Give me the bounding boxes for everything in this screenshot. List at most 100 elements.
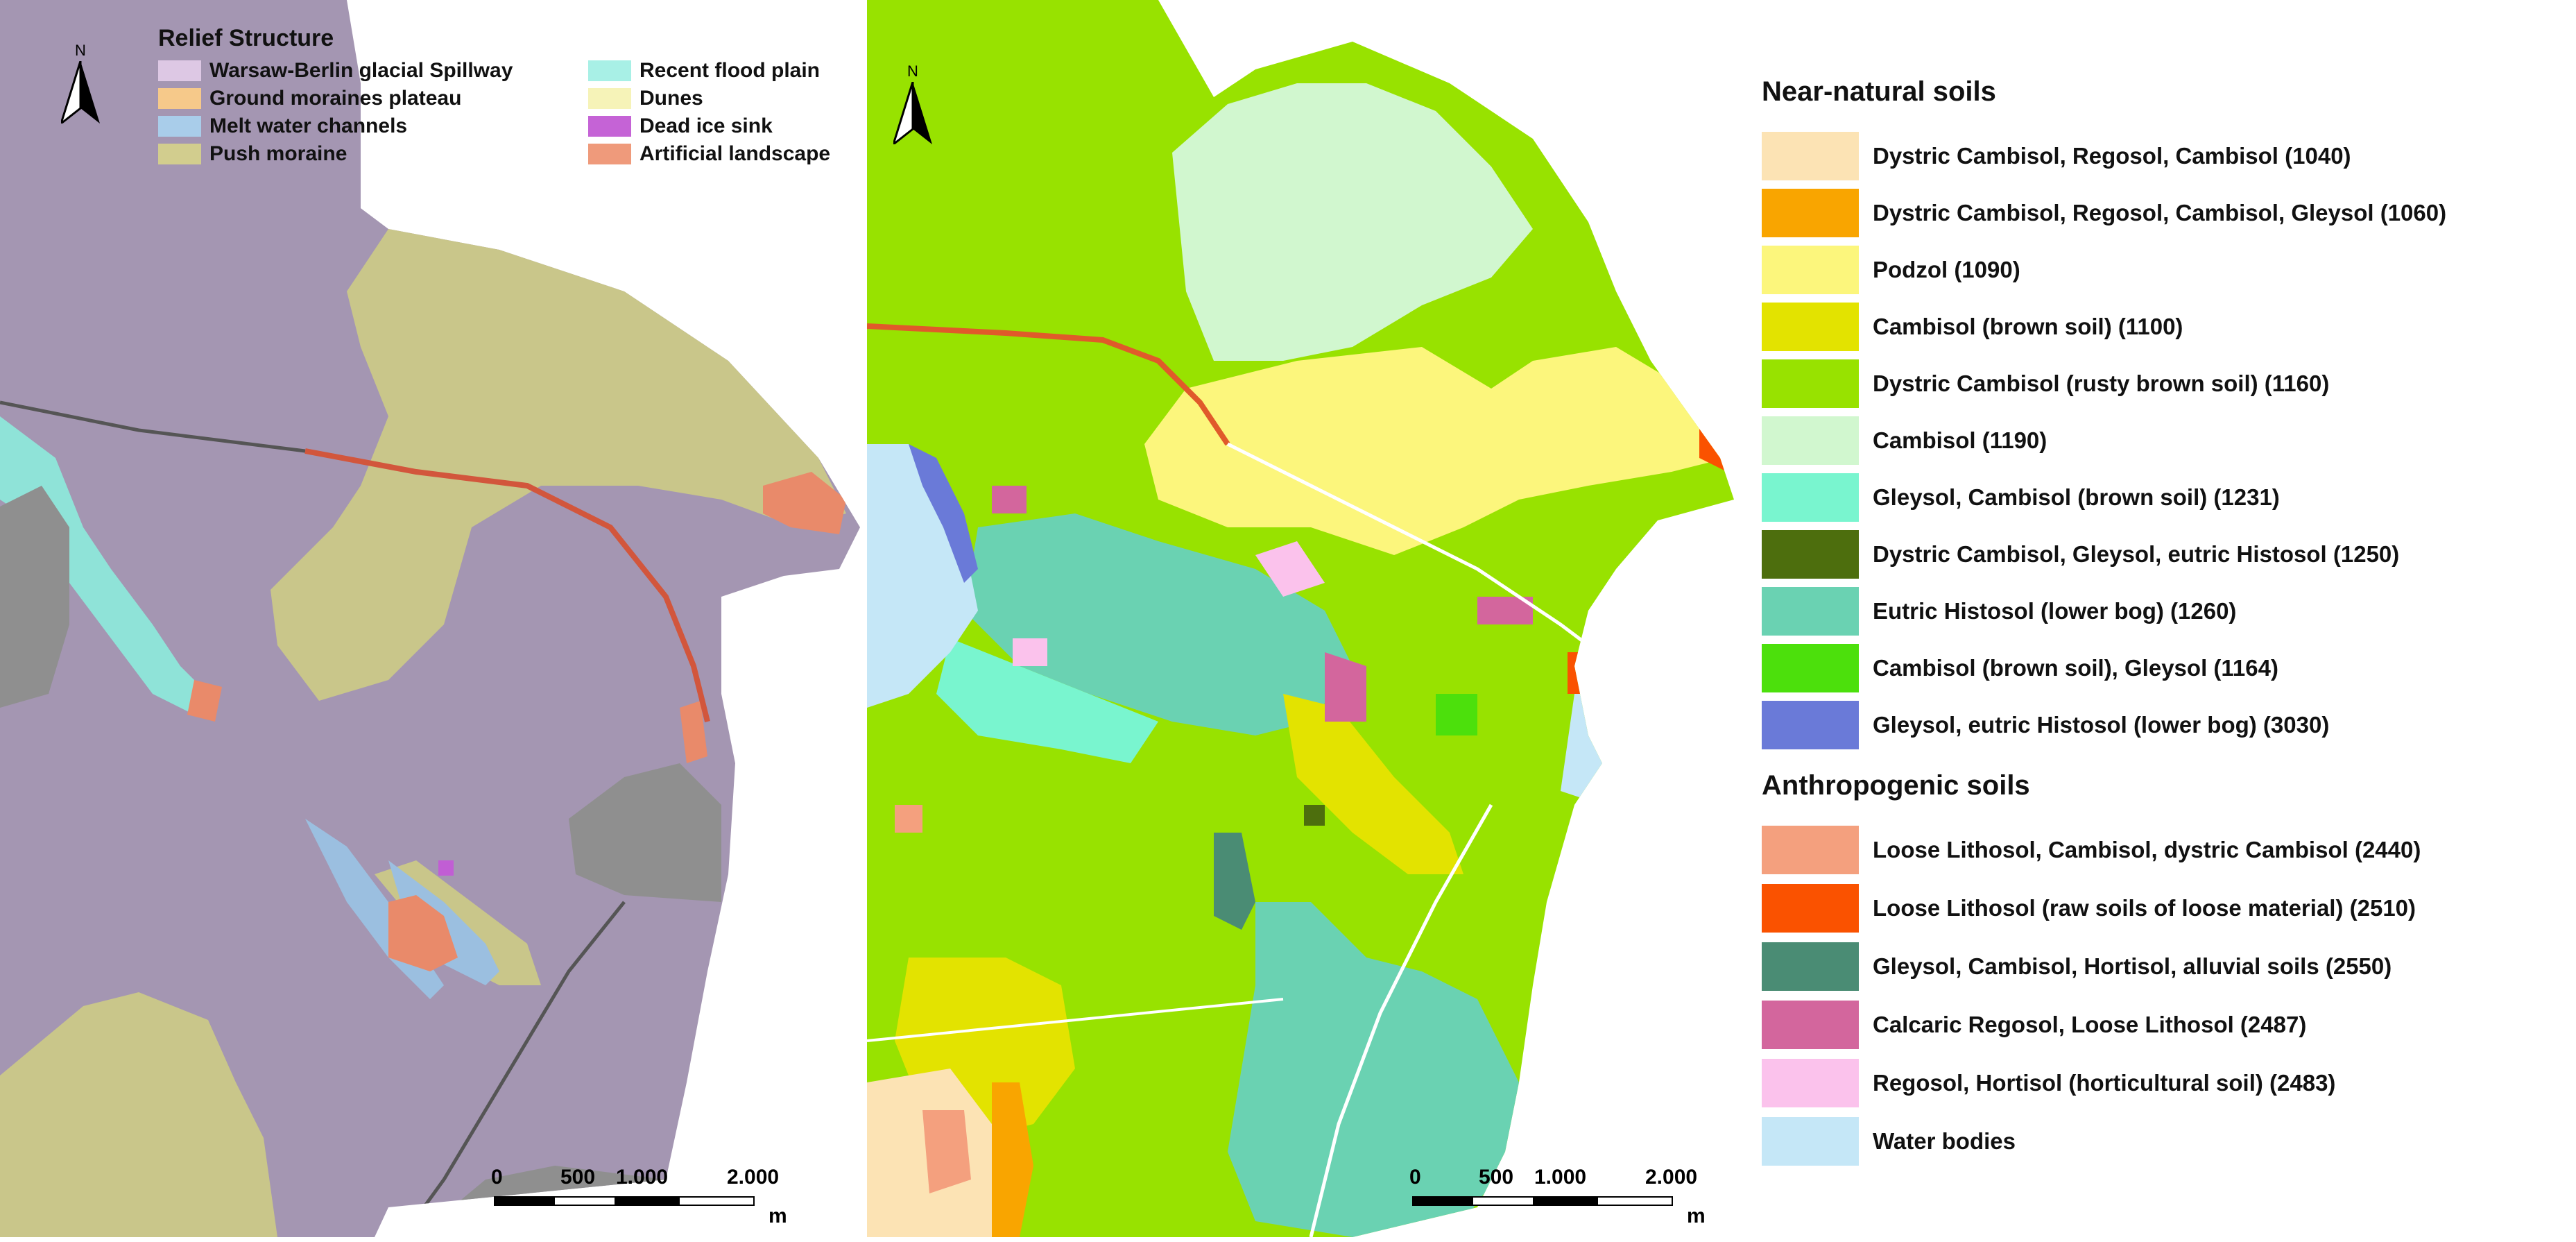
- loose-lithosol-2510-patch: [1568, 652, 1588, 694]
- podzol-area: [1144, 347, 1727, 555]
- scale-tick-label: 500: [560, 1166, 596, 1189]
- legend-label: Regosol, Hortisol (horticultural soil) (…: [1873, 1070, 2336, 1096]
- push-moraine-area: [0, 992, 277, 1237]
- scale-segment: [1534, 1196, 1597, 1206]
- legend-swatch: [1762, 530, 1859, 579]
- scale-tick-label: 2.000: [727, 1166, 780, 1189]
- water-swatch: [1762, 1117, 1859, 1166]
- loose-lithosol-2440-patch: [895, 805, 922, 833]
- gleysol-alluvial-2550-area: [1214, 833, 1255, 930]
- legend-swatch: [1762, 1059, 1859, 1107]
- gleysol-histosol-3030-area: [909, 444, 978, 583]
- artificial-landscape: [187, 680, 222, 722]
- loose-lithosol-2440-patch: [922, 1110, 971, 1193]
- legend-label: Cambisol (brown soil), Gleysol (1164): [1873, 655, 2278, 681]
- soil-legend-item: Gleysol, eutric Histosol (lower bog) (30…: [1762, 701, 2329, 749]
- artificial-landscape: [388, 895, 458, 971]
- dystric-histosol-1250-patch: [1304, 805, 1325, 826]
- legend-label: Cambisol (1190): [1873, 427, 2047, 453]
- legend-swatch: [1762, 246, 1859, 294]
- scale-unit: m: [768, 1205, 787, 1227]
- highway-line: [867, 323, 1230, 446]
- scale-tick-label: 2.000: [1645, 1166, 1698, 1189]
- legend-swatch: [1762, 942, 1859, 991]
- soil-map[interactable]: N 0 500 1.000 2.000 m: [867, 0, 1748, 1237]
- artificial-landscape: [680, 701, 707, 763]
- gleysol-cambisol-area: [936, 638, 1158, 763]
- unmapped-area: [569, 763, 721, 902]
- near-natural-title: Near-natural soils: [1762, 76, 1996, 107]
- calcaric-regosol-patch: [1477, 597, 1533, 624]
- legend-label: Eutric Histosol (lower bog) (1260): [1873, 598, 2237, 624]
- legend-label: Dystric Cambisol, Regosol, Cambisol, Gle…: [1873, 200, 2447, 226]
- legend-swatch: [158, 88, 201, 109]
- legend-label: Ground moraines plateau: [209, 87, 462, 110]
- legend-swatch: [1762, 473, 1859, 522]
- soil-legend-item: Loose Lithosol, Cambisol, dystric Cambis…: [1762, 826, 2421, 874]
- north-arrow-icon: [61, 61, 100, 124]
- soil-legend-item: Gleysol, Cambisol, Hortisol, alluvial so…: [1762, 942, 2392, 991]
- legend-label: Podzol (1090): [1873, 257, 2020, 282]
- water-body: [867, 444, 978, 708]
- legend-swatch: [1762, 1001, 1859, 1049]
- legend-swatch: [1762, 701, 1859, 749]
- soil-legend-item: Cambisol (brown soil) (1100): [1762, 303, 2183, 351]
- soil-legend-item: Regosol, Hortisol (horticultural soil) (…: [1762, 1059, 2335, 1107]
- soil-legend-item: Dystric Cambisol, Gleysol, eutric Histos…: [1762, 530, 2399, 579]
- anthropogenic-title: Anthropogenic soils: [1762, 770, 2030, 801]
- soil-legend-item: Loose Lithosol (raw soils of loose mater…: [1762, 884, 2416, 933]
- calcaric-regosol-patch: [1325, 652, 1366, 722]
- dead-ice-sink: [438, 860, 454, 876]
- scale-bar: 0 500 1.000 2.000 m: [1409, 1166, 1756, 1242]
- legend-label: Push moraine: [209, 142, 347, 165]
- legend-label: Dystric Cambisol, Regosol, Cambisol (104…: [1873, 143, 2351, 169]
- legend-label: Artificial landscape: [639, 142, 831, 165]
- legend-label: Dystric Cambisol, Gleysol, eutric Histos…: [1873, 541, 2400, 567]
- road-line: [1226, 442, 1617, 667]
- scale-tick-label: 0: [491, 1166, 503, 1189]
- legend-swatch: [1762, 303, 1859, 351]
- cambisol-1190-area: [1172, 83, 1533, 361]
- regosol-hortisol-patch: [1013, 638, 1047, 666]
- relief-map[interactable]: N Relief Structure Warsaw-Berlin glacial…: [0, 0, 867, 1237]
- legend-swatch: [1762, 644, 1859, 692]
- scale-segment: [494, 1196, 556, 1206]
- legend-label: Loose Lithosol, Cambisol, dystric Cambis…: [1873, 837, 2421, 862]
- legend-swatch: [1762, 587, 1859, 636]
- legend-swatch: [158, 144, 201, 164]
- legend-label: Recent flood plain: [639, 59, 821, 82]
- legend-swatch: [588, 88, 631, 109]
- legend-swatch: [1762, 189, 1859, 237]
- legend-swatch: [588, 144, 631, 164]
- water-legend-item: Water bodies: [1762, 1117, 2016, 1166]
- soil-legend-item: Gleysol, Cambisol (brown soil) (1231): [1762, 473, 2280, 522]
- scale-tick-label: 1.000: [1534, 1166, 1587, 1189]
- eutric-histosol-area: [964, 513, 1353, 735]
- relief-legend-item: Warsaw-Berlin glacial Spillway: [158, 58, 513, 83]
- soil-legend-item: Podzol (1090): [1762, 246, 2020, 294]
- soil-legend-item: Cambisol (1190): [1762, 416, 2047, 465]
- north-label: N: [75, 42, 86, 59]
- relief-legend-title: Relief Structure: [158, 25, 334, 51]
- road-line: [1309, 803, 1493, 1237]
- relief-legend: Relief Structure Warsaw-Berlin glacial S…: [158, 25, 852, 192]
- water-label: Water bodies: [1873, 1128, 2016, 1154]
- scale-segment: [616, 1196, 678, 1206]
- legend-swatch: [1762, 416, 1859, 465]
- north-arrow-icon: [893, 82, 932, 144]
- road-line: [0, 400, 306, 453]
- legend-label: Gleysol, Cambisol, Hortisol, alluvial so…: [1873, 953, 2392, 979]
- north-arrow: N: [53, 42, 108, 125]
- legend-swatch: [1762, 359, 1859, 408]
- relief-legend-item: Melt water channels: [158, 114, 407, 139]
- legend-label: Dead ice sink: [639, 114, 773, 137]
- legend-label: Calcaric Regosol, Loose Lithosol (2487): [1873, 1012, 2307, 1037]
- dystric-cambisol-1060-area: [992, 1082, 1033, 1237]
- legend-swatch: [158, 60, 201, 81]
- scale-segment: [1472, 1196, 1534, 1206]
- legend-label: Gleysol, eutric Histosol (lower bog) (30…: [1873, 712, 2330, 738]
- soil-legend-item: Calcaric Regosol, Loose Lithosol (2487): [1762, 1001, 2306, 1049]
- flood-plain-area: [0, 416, 208, 715]
- artificial-landscape: [763, 472, 846, 534]
- soil-legend-item: Dystric Cambisol, Regosol, Cambisol, Gle…: [1762, 189, 2446, 237]
